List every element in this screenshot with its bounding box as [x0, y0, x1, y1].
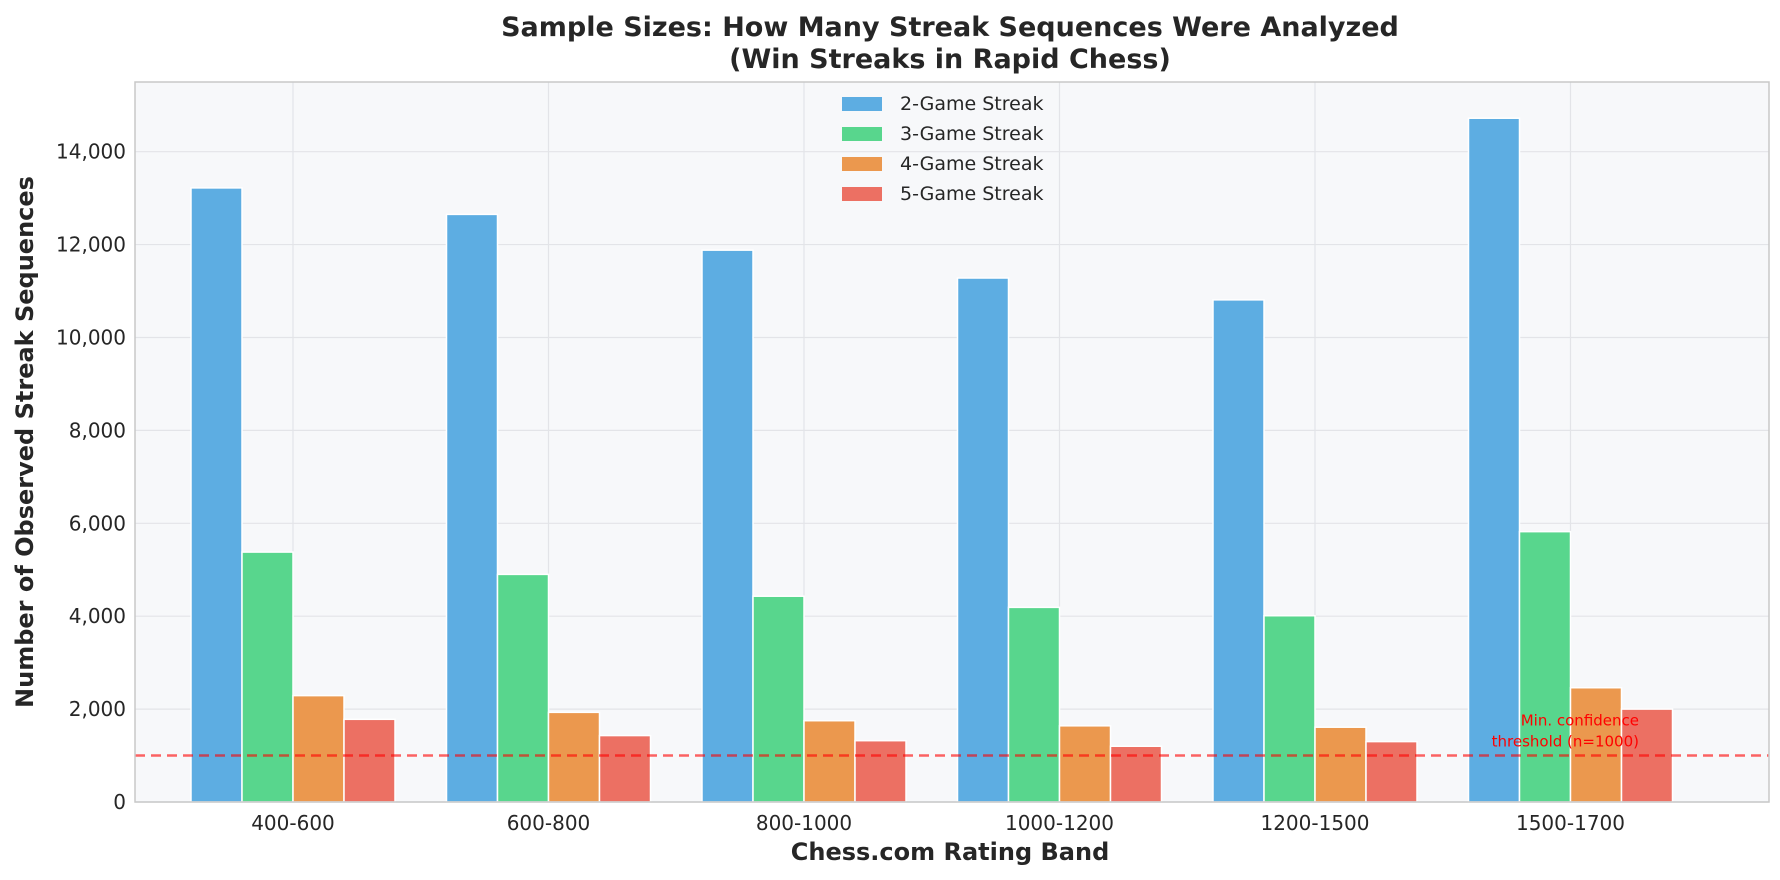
x-tick-label: 400-600: [251, 811, 335, 835]
bar: [547, 711, 601, 803]
bar: [854, 739, 907, 803]
x-tick-label: 800-1000: [756, 811, 852, 835]
y-tick-labels: 0 2,000 4,000 6,000 8,000 10,000 12,000 14,000: [56, 140, 126, 814]
bar: [445, 213, 499, 803]
bar: [956, 277, 1010, 803]
legend-label: 3-Game Streak: [900, 123, 1043, 145]
bar: [190, 187, 243, 803]
x-tick-label: 1500-1700: [1516, 811, 1625, 835]
y-axis-label: Number of Observed Streak Sequences: [11, 176, 39, 708]
bar: [496, 573, 550, 803]
threshold-label-line2: threshold (n=1000): [1492, 733, 1639, 751]
x-tick-label: 1200-1500: [1260, 811, 1369, 835]
legend-swatch: [842, 127, 882, 141]
bar: [803, 719, 856, 803]
bar: [241, 551, 294, 803]
y-tick-label: 14,000: [56, 140, 126, 164]
legend-swatch: [842, 157, 882, 171]
bar: [598, 734, 652, 803]
y-tick-label: 12,000: [56, 233, 126, 257]
bar: [1518, 530, 1572, 803]
threshold-label-line1: Min. confidence: [1521, 712, 1639, 730]
x-tick-label: 1000-1200: [1005, 811, 1114, 835]
legend-swatch: [842, 187, 882, 201]
bar: [292, 694, 345, 803]
chart-subtitle: (Win Streaks in Rapid Chess): [729, 44, 1171, 75]
x-tick-labels: 400-600 600-800 800-1000 1000-1200 1200-1500…: [251, 811, 1625, 835]
y-tick-label: 0: [113, 790, 126, 814]
bar: [1058, 725, 1112, 803]
bars: [190, 117, 1674, 803]
bar: [1467, 117, 1521, 803]
legend-label: 5-Game Streak: [900, 183, 1043, 205]
plot-frame: [134, 81, 1770, 803]
y-tick-label: 8,000: [69, 418, 126, 442]
y-tick-label: 6,000: [69, 511, 126, 535]
chart-title: Sample Sizes: How Many Streak Sequences …: [501, 12, 1399, 43]
legend: 2-Game Streak 3-Game Streak 4-Game Streak 5…: [842, 93, 1043, 205]
y-tick-label: 10,000: [56, 325, 126, 349]
bar: [1314, 726, 1367, 803]
bar: [752, 595, 805, 803]
y-tick-label: 2,000: [69, 697, 126, 721]
bar: [1007, 606, 1061, 803]
legend-label: 2-Game Streak: [900, 93, 1043, 115]
legend-label: 4-Game Streak: [900, 153, 1043, 175]
bar: [343, 718, 396, 803]
threshold: Min. confidence threshold (n=1000): [135, 712, 1769, 757]
bar: [1263, 614, 1316, 803]
y-tick-label: 4,000: [69, 604, 126, 628]
x-axis-label: Chess.com Rating Band: [791, 838, 1110, 866]
bar: [1212, 299, 1265, 803]
legend-swatch: [842, 97, 882, 111]
bar: [701, 249, 754, 803]
bar: [1365, 740, 1418, 803]
x-tick-label: 600-800: [507, 811, 591, 835]
